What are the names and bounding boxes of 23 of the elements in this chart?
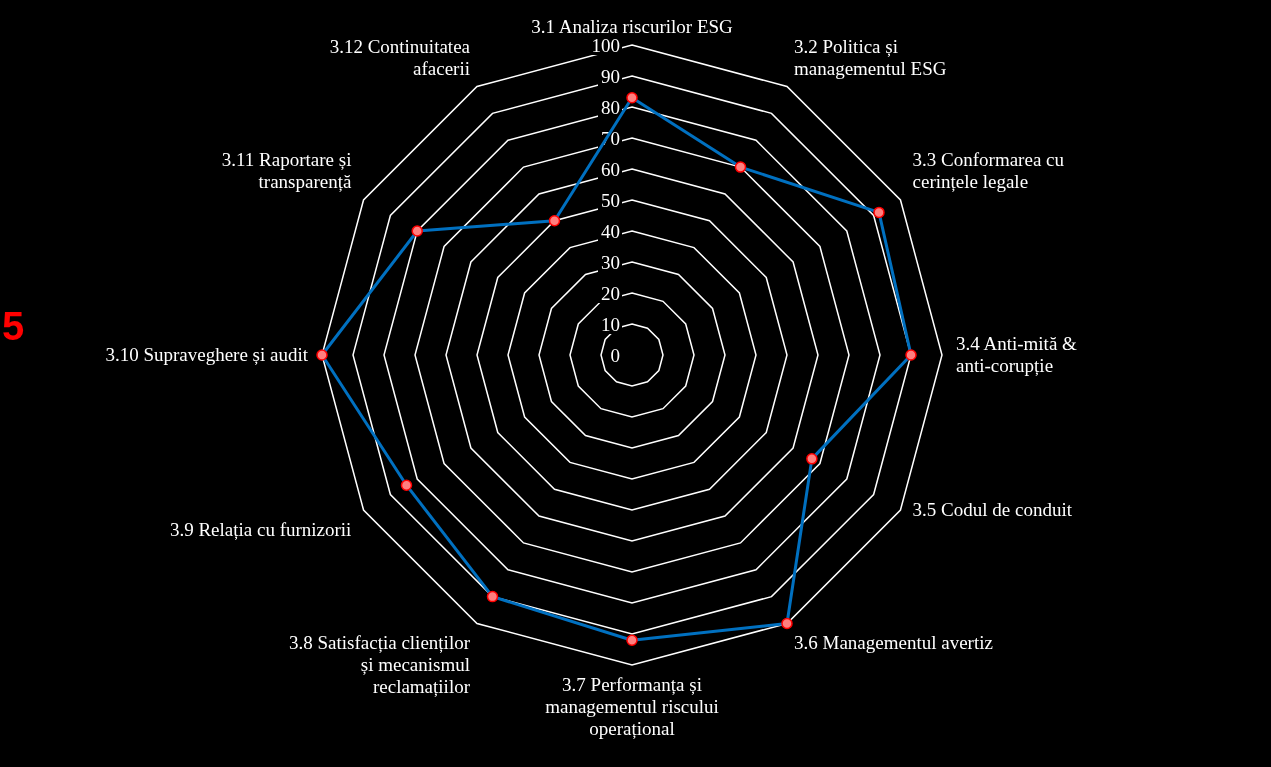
spoke-label: 3.7 Performanța și managementul riscului operațional: [545, 674, 719, 739]
y-tick-label: 50: [601, 190, 620, 211]
spoke-label: 3.1 Analiza riscurilor ESG: [531, 16, 734, 37]
spoke-label: 3.2 Politica și managementul ESG: [794, 35, 947, 79]
spoke-label: 3.9 Relația cu furnizorii: [169, 519, 352, 540]
spoke-label: 3.4 Anti-mită & anti-corupție: [956, 333, 1078, 376]
spoke-label: 3.10 Supraveghere și audit: [105, 344, 309, 365]
spoke-label: 3.12 Continuitatea afacerii: [329, 35, 471, 79]
spoke-label: 3.6 Managementul avertiz: [794, 632, 993, 654]
spoke-label: 3.11 Raportare și transparență: [221, 149, 352, 192]
y-tick-label: 100: [591, 35, 620, 56]
y-tick-label: 0: [610, 345, 620, 366]
y-tick-label: 60: [601, 159, 620, 180]
text: 5: [2, 304, 25, 348]
y-tick-label: 80: [601, 97, 620, 118]
y-tick-label: 40: [601, 221, 620, 242]
spoke-label: 3.5 Codul de conduit: [912, 499, 1073, 520]
y-tick-label: 90: [601, 66, 620, 87]
spoke-label: 3.8 Satisfacția clienților și mecanismul reclamațiilor: [289, 632, 471, 698]
y-tick-label: 10: [601, 314, 620, 335]
y-tick-label: 20: [601, 283, 620, 304]
spoke-label: 3.3 Conformarea cu cerințele legale: [912, 149, 1065, 192]
y-tick-label: 30: [601, 252, 620, 273]
